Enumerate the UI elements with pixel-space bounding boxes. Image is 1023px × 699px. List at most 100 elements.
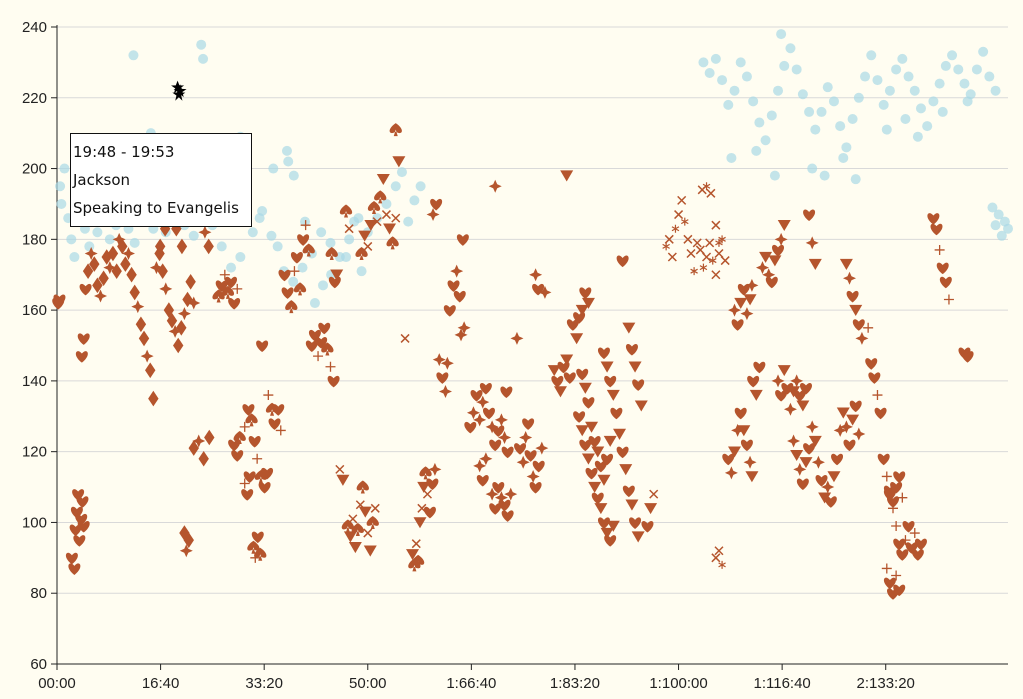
- data-point: [159, 282, 173, 296]
- data-point: [358, 230, 372, 242]
- data-point: [330, 269, 344, 281]
- data-point: [479, 452, 493, 466]
- data-point: [841, 142, 852, 153]
- data-point: [409, 195, 420, 206]
- data-point: [501, 446, 514, 459]
- data-point: [773, 85, 784, 96]
- data-point: [400, 333, 410, 343]
- data-point: [101, 249, 112, 265]
- data-point: [494, 413, 508, 427]
- data-point: [177, 307, 191, 321]
- data-point: [356, 266, 367, 277]
- data-point: [702, 182, 711, 191]
- data-point: [325, 246, 338, 260]
- data-point: [447, 280, 460, 292]
- data-point: [454, 328, 468, 342]
- data-point: [711, 220, 721, 230]
- data-point: [962, 96, 973, 107]
- y-tick-label: 200: [22, 161, 47, 178]
- data-point: [796, 478, 809, 491]
- data-point: [381, 198, 392, 209]
- data-point: [839, 420, 853, 434]
- data-point: [494, 491, 508, 505]
- data-point: [846, 414, 860, 426]
- data-point: [591, 446, 605, 458]
- data-point: [551, 375, 564, 388]
- data-point: [129, 237, 140, 248]
- data-point: [221, 285, 235, 299]
- data-point: [216, 241, 227, 252]
- data-point: [261, 467, 274, 480]
- data-point: [55, 181, 66, 192]
- data-point: [492, 425, 505, 437]
- data-point: [453, 290, 466, 303]
- data-point: [293, 282, 307, 296]
- data-point: [790, 374, 804, 388]
- data-point: [300, 220, 311, 231]
- data-point: [893, 538, 906, 551]
- data-point: [692, 238, 702, 248]
- tooltip-time-range: 19:48 - 19:53: [73, 143, 175, 161]
- data-point: [566, 319, 579, 331]
- data-point: [799, 382, 812, 395]
- data-point: [771, 374, 785, 388]
- data-point: [553, 386, 567, 398]
- data-point: [510, 331, 524, 345]
- data-point: [196, 39, 207, 50]
- data-point: [476, 474, 489, 487]
- data-point: [339, 204, 353, 218]
- data-point: [529, 268, 543, 282]
- data-point: [808, 435, 822, 447]
- data-point: [157, 263, 168, 279]
- data-point: [336, 474, 350, 486]
- data-point: [192, 434, 206, 448]
- data-point: [363, 241, 373, 251]
- data-point: [902, 520, 915, 533]
- data-point: [775, 390, 788, 402]
- data-point: [89, 256, 100, 272]
- data-point: [704, 68, 715, 79]
- data-point: [961, 351, 974, 363]
- data-point: [154, 238, 166, 255]
- data-point: [588, 481, 602, 493]
- data-point: [391, 213, 401, 223]
- data-point: [575, 304, 589, 316]
- data-point: [386, 236, 399, 250]
- data-point: [344, 224, 354, 234]
- data-point: [163, 302, 175, 318]
- data-point: [603, 435, 617, 447]
- data-point: [940, 60, 951, 71]
- data-point: [579, 287, 592, 299]
- data-point: [680, 217, 689, 226]
- data-point: [805, 420, 819, 434]
- data-point: [897, 492, 908, 503]
- data-point: [740, 439, 753, 452]
- data-point: [735, 57, 746, 68]
- data-point: [268, 163, 279, 174]
- data-point: [370, 503, 380, 513]
- data-point: [328, 276, 341, 289]
- data-point: [728, 446, 742, 458]
- data-point: [819, 170, 830, 181]
- data-point: [622, 322, 636, 334]
- data-point: [588, 436, 601, 448]
- data-point: [173, 337, 184, 354]
- data-point: [600, 527, 614, 539]
- data-point: [724, 466, 738, 480]
- data-point: [570, 333, 584, 345]
- data-point: [358, 506, 372, 518]
- data-point: [737, 283, 750, 296]
- data-point: [874, 407, 887, 420]
- data-point: [254, 213, 265, 224]
- data-point: [928, 96, 939, 107]
- data-point: [745, 471, 759, 483]
- data-point: [204, 429, 215, 446]
- data-point: [121, 246, 135, 260]
- data-point: [606, 389, 620, 401]
- data-point: [748, 96, 759, 107]
- data-point: [594, 503, 608, 515]
- data-point: [485, 420, 499, 434]
- data-point: [228, 298, 241, 310]
- data-point: [891, 64, 902, 75]
- data-point: [179, 544, 193, 558]
